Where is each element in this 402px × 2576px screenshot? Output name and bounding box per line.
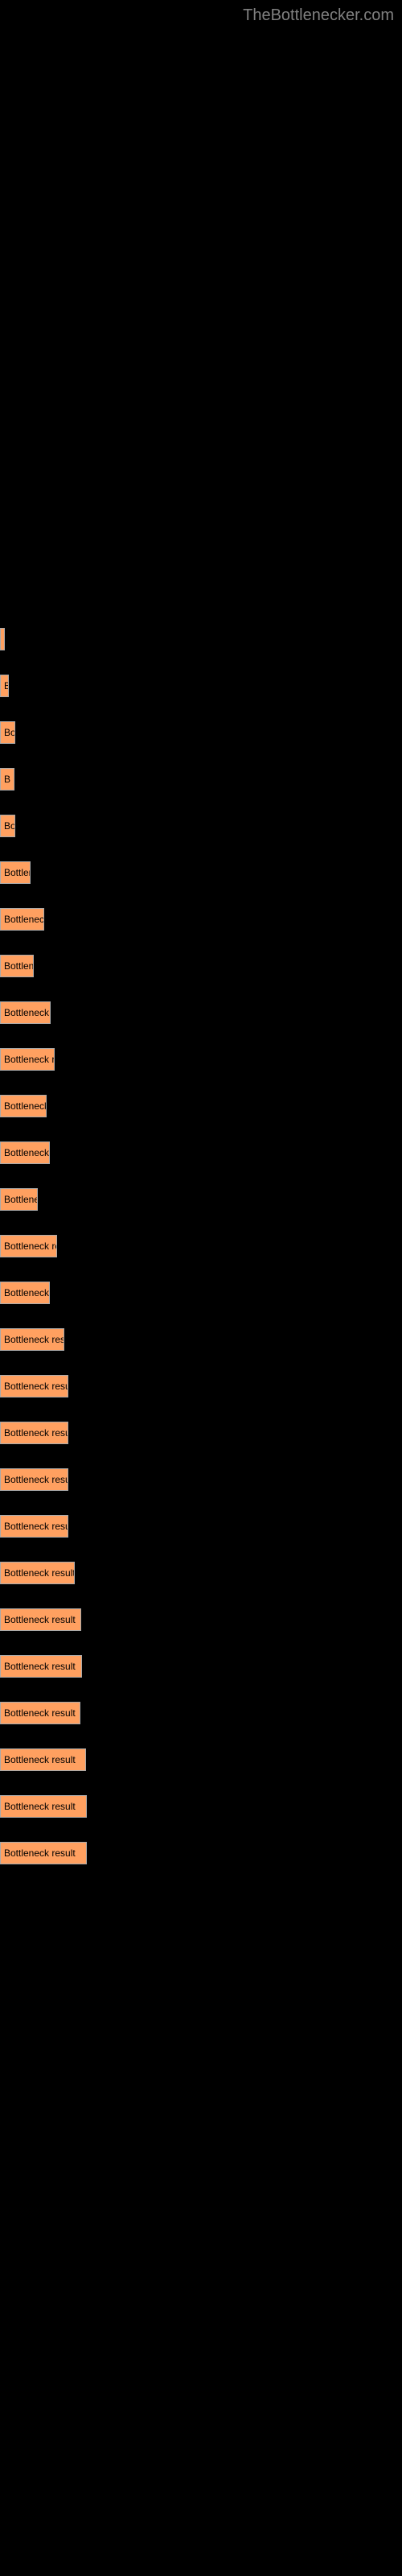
bar: Bottleneck re — [0, 1095, 47, 1117]
bar: Bottleneck result — [0, 1655, 82, 1678]
bar-label: Bottleneck result — [4, 1427, 68, 1439]
bar: B — [0, 675, 9, 697]
bar-label: Bottleneck — [4, 1194, 38, 1205]
bar-label: Bottleneck result — [4, 1521, 68, 1532]
bar-row: Bottleneck result — [0, 1235, 402, 1257]
bar: Bottleneck result — [0, 1048, 55, 1071]
bar: Bo — [0, 721, 15, 744]
bar-label: Bottleneck result — [4, 1054, 55, 1065]
bar: Bottleneck res — [0, 1282, 50, 1304]
bar-label: Bottleneck res — [4, 1147, 50, 1158]
bar: B — [0, 768, 14, 791]
bar-label: Bottleneck result — [4, 1614, 76, 1625]
bar: Bottleneck result — [0, 1422, 68, 1444]
bar — [0, 628, 5, 650]
bar: Bottleneck result — [0, 1468, 68, 1491]
bar: Bottleneck result — [0, 1842, 87, 1864]
bar-label: Bottleneck result — [4, 1661, 76, 1672]
bar-label: Bottleneck r — [4, 914, 44, 925]
bar-row: Bottleneck result — [0, 1702, 402, 1724]
bar-row: Bottleneck res — [0, 1001, 402, 1024]
bar-label: Bottleneck result — [4, 1474, 68, 1485]
bar-row: Bottleneck result — [0, 1562, 402, 1584]
bar-label: Bottleneck result — [4, 1381, 68, 1392]
bar-label: Bottleneck result — [4, 1334, 64, 1345]
bar: Bottleneck res — [0, 1001, 51, 1024]
bar-row: Bottlene — [0, 955, 402, 977]
bar: Bottleneck — [0, 1188, 38, 1211]
bar-label: Bo — [4, 820, 15, 832]
bar: Bottlene — [0, 955, 34, 977]
bar: Bottleneck result — [0, 1748, 86, 1771]
bar: Bo — [0, 815, 15, 837]
bar: Bottlen — [0, 861, 31, 884]
bar-row: Bottlen — [0, 861, 402, 884]
bar-row: Bottleneck res — [0, 1282, 402, 1304]
bar-label: Bottlene — [4, 960, 34, 972]
bar-label: Bottleneck result — [4, 1801, 76, 1812]
bar-row: Bottleneck — [0, 1188, 402, 1211]
bar-row: Bottleneck result — [0, 1375, 402, 1397]
bar-row: Bottleneck result — [0, 1468, 402, 1491]
bar-row: Bottleneck result — [0, 1748, 402, 1771]
bar-chart: B Bo B Bo Bottlen Bottleneck r Bottlene Bottlen… — [0, 0, 402, 1864]
bar: Bottleneck result — [0, 1515, 68, 1538]
bar-row: Bottleneck result — [0, 1328, 402, 1351]
bar-label: B — [4, 774, 10, 785]
bar-row: Bo — [0, 721, 402, 744]
bar-row: Bottleneck result — [0, 1655, 402, 1678]
bar: Bottleneck r — [0, 908, 44, 931]
bar: Bottleneck res — [0, 1141, 50, 1164]
bar-label: Bo — [4, 727, 15, 738]
watermark-text: TheBottlenecker.com — [243, 6, 394, 25]
bar-row: Bottleneck result — [0, 1422, 402, 1444]
bar-label: Bottleneck re — [4, 1100, 47, 1112]
bar-row: Bo — [0, 815, 402, 837]
bar: Bottleneck result — [0, 1375, 68, 1397]
bar-label: B — [4, 680, 9, 691]
bar-label: Bottleneck result — [4, 1241, 57, 1252]
bar: Bottleneck result — [0, 1562, 75, 1584]
bar-label: Bottleneck res — [4, 1287, 50, 1298]
bar-label: Bottleneck result — [4, 1567, 75, 1579]
bar-label: Bottleneck result — [4, 1707, 76, 1719]
bar-label: Bottlen — [4, 867, 31, 878]
bar-label: Bottleneck result — [4, 1847, 76, 1859]
bar-row: B — [0, 675, 402, 697]
bar: Bottleneck result — [0, 1702, 80, 1724]
bar: Bottleneck result — [0, 1235, 57, 1257]
bar-row: Bottleneck result — [0, 1515, 402, 1538]
bar-row: B — [0, 768, 402, 791]
bar-row: Bottleneck result — [0, 1608, 402, 1631]
bar-row: Bottleneck result — [0, 1795, 402, 1818]
bar-row: Bottleneck r — [0, 908, 402, 931]
bar-label: Bottleneck res — [4, 1007, 51, 1018]
bar: Bottleneck result — [0, 1608, 81, 1631]
bar-row: Bottleneck res — [0, 1141, 402, 1164]
bar-row: Bottleneck re — [0, 1095, 402, 1117]
bar-row — [0, 628, 402, 650]
bar-row: Bottleneck result — [0, 1048, 402, 1071]
bar: Bottleneck result — [0, 1328, 64, 1351]
bar-row: Bottleneck result — [0, 1842, 402, 1864]
bar-label: Bottleneck result — [4, 1754, 76, 1765]
bar: Bottleneck result — [0, 1795, 87, 1818]
